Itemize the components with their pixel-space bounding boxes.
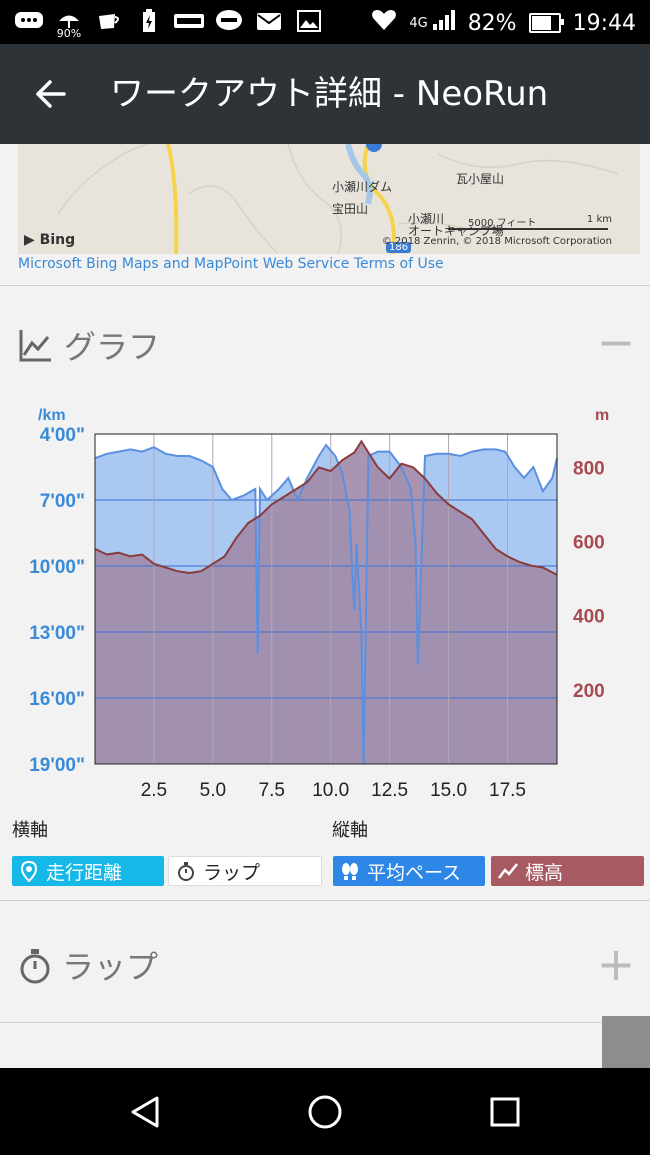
map-terms-link[interactable]: Microsoft Bing Maps and MapPoint Web Ser… (18, 256, 444, 272)
left-tick-label: 7'00" (40, 491, 85, 512)
map-label: オートキャンプ場 (408, 224, 504, 238)
x-tick-label: 2.5 (141, 780, 167, 801)
x-tick-label: 17.5 (489, 780, 526, 801)
footprints-icon (339, 860, 361, 882)
vertical-axis-caption: 縦軸 (332, 820, 368, 841)
divider (0, 900, 650, 901)
notification-icons: 90% (14, 8, 324, 40)
back-triangle-icon (131, 1096, 159, 1128)
chip-avg-pace[interactable]: 平均ペース (333, 856, 485, 886)
left-tick-label: 4'00" (40, 425, 85, 446)
image-icon (294, 8, 324, 34)
signal-icon (432, 9, 456, 37)
battery-text: 82% (467, 10, 517, 36)
elevation-icon (497, 860, 519, 882)
left-tick-label: 13'00" (29, 623, 85, 644)
left-axis-unit: /km (38, 407, 66, 424)
scale-feet: 5000 フィート (468, 218, 537, 229)
chip-label: 平均ペース (367, 861, 462, 884)
nav-back-button[interactable] (123, 1090, 167, 1134)
status-right: 4G 82% 19:44 (371, 9, 636, 37)
x-tick-label: 10.0 (312, 780, 349, 801)
bing-icon: ▶ (24, 232, 35, 248)
nav-home-button[interactable] (303, 1090, 347, 1134)
battery-charging-icon (134, 8, 164, 34)
elevation-area (95, 441, 557, 764)
chip-label: ラップ (203, 861, 261, 884)
status-bar: 90% 4G 82% 19:44 (0, 0, 650, 44)
horizontal-axis-caption: 横軸 (12, 820, 48, 841)
map-label: 小瀬川 (408, 212, 445, 226)
left-tick-label: 19'00" (29, 755, 85, 776)
chip-label: 標高 (525, 861, 564, 884)
app-bar: ワークアウト詳細 - NeoRun (0, 44, 650, 144)
chip-label: 走行距離 (46, 861, 123, 884)
home-circle-icon (308, 1095, 342, 1129)
x-tick-label: 15.0 (430, 780, 467, 801)
arrow-left-icon (36, 80, 66, 108)
sports-app-icon (174, 8, 204, 34)
plot-border (94, 433, 558, 765)
rain-percent: 90% (56, 27, 82, 40)
divider (0, 285, 650, 286)
recents-square-icon (490, 1097, 520, 1127)
right-tick-label: 200 (573, 681, 605, 702)
nav-recents-button[interactable] (483, 1090, 527, 1134)
map-copyright: © 2018 Zenrin, © 2018 Microsoft Corporat… (381, 236, 612, 247)
graph-section-title: グラフ (64, 328, 161, 366)
chip-lap[interactable]: ラップ (168, 856, 322, 886)
left-tick-label: 16'00" (29, 689, 85, 710)
scale-bar (448, 228, 608, 230)
scale-km: 1 km (586, 214, 612, 225)
left-tick-label: 10'00" (29, 557, 85, 578)
right-tick-label: 600 (573, 533, 605, 554)
map-lines (57, 144, 619, 254)
map-label: 瓦小屋山 (456, 172, 505, 186)
elevation-line (94, 439, 558, 576)
chip-elevation[interactable]: 標高 (491, 856, 644, 886)
route-shield: 186 (386, 242, 412, 253)
nav-bar (0, 1068, 650, 1155)
bing-text: Bing (39, 232, 76, 248)
lap-section-title: ラップ (62, 948, 159, 986)
chip-distance[interactable]: 走行距離 (12, 856, 164, 886)
right-tick-label: 800 (573, 458, 605, 479)
message-icon (14, 8, 44, 34)
umbrella-icon: 90% (54, 8, 84, 40)
floating-action-button[interactable] (602, 1016, 650, 1068)
back-button[interactable] (28, 72, 72, 116)
x-tick-label: 12.5 (371, 780, 408, 801)
page-title: ワークアウト詳細 - NeoRun (110, 74, 549, 114)
x-tick-label: 5.0 (200, 780, 226, 801)
map-label: 宝田山 (332, 202, 369, 216)
clock: 19:44 (572, 10, 636, 36)
pace-elevation-chart: /km m 4'00" 7'00" 10'00" 13'00" 16'00" 19'00" 80… (29, 407, 609, 801)
right-tick-label: 400 (573, 607, 605, 628)
line-app-icon (214, 8, 244, 34)
stopwatch-icon (20, 949, 50, 984)
battery-icon (528, 13, 564, 33)
lap-expand-button[interactable]: + (596, 937, 636, 991)
bing-logo: ▶ Bing (24, 232, 75, 248)
map-label: 小瀬川ダム (332, 180, 393, 194)
graph-section-header[interactable]: グラフ (18, 322, 160, 368)
divider (0, 1022, 650, 1023)
line-chart-icon (19, 330, 51, 362)
x-tick-label: 7.5 (259, 780, 285, 801)
coffee-icon (94, 8, 124, 34)
lap-section-header[interactable]: ラップ (18, 942, 158, 988)
route-map[interactable]: 小瀬川ダム 瓦小屋山 宝田山 小瀬川 オートキャンプ場 186 ▶ Bing 5… (18, 144, 640, 254)
right-axis-unit: m (595, 407, 609, 424)
mail-icon (254, 8, 284, 34)
heart-icon (371, 9, 397, 37)
location-pin-icon (18, 860, 40, 882)
stopwatch-icon (175, 860, 197, 882)
network-label: 4G (409, 15, 428, 31)
graph-collapse-button[interactable]: − (596, 315, 636, 369)
pace-line (94, 443, 558, 765)
